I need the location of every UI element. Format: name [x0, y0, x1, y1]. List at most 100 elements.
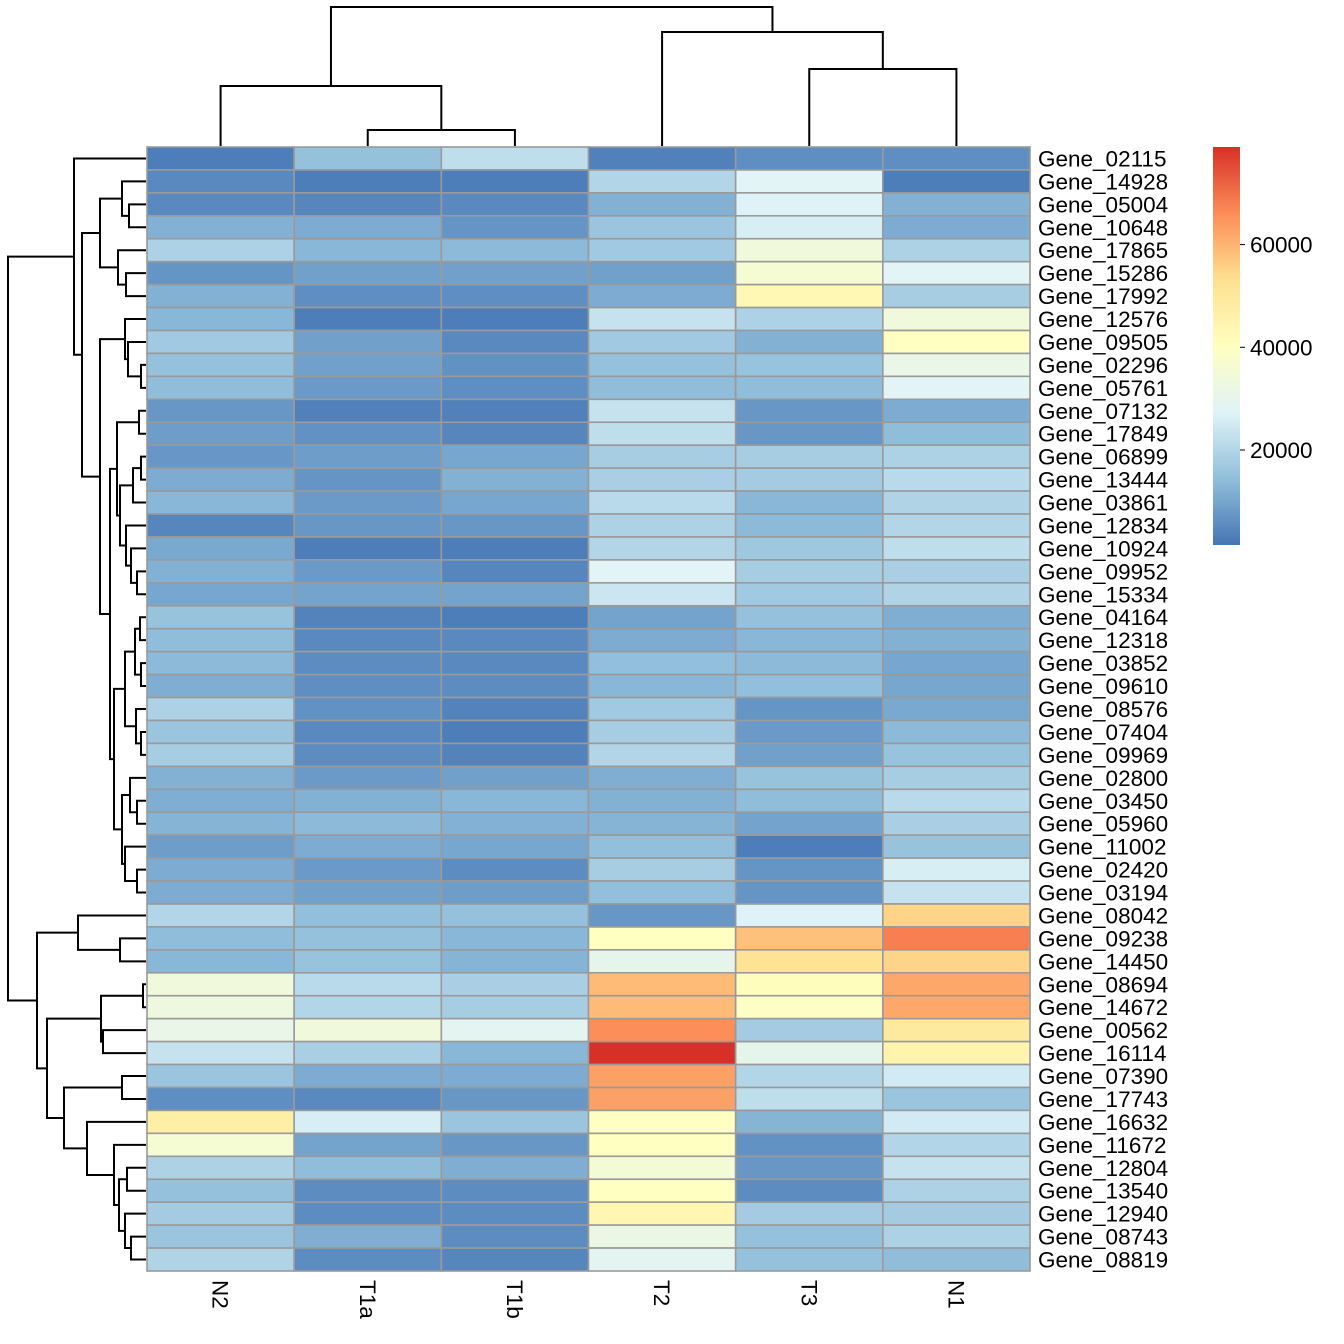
heatmap-cell — [440, 1155, 590, 1181]
heatmap-cell — [587, 627, 737, 653]
heatmap-cell — [734, 582, 884, 607]
heatmap-cell — [587, 604, 737, 630]
heatmap-cell — [293, 421, 443, 447]
heatmap-cell — [587, 283, 737, 309]
row-label: Gene_12834 — [1038, 513, 1168, 538]
heatmap-cell — [734, 811, 884, 836]
heatmap-cell — [440, 1109, 590, 1135]
heatmap-cell — [882, 1224, 1031, 1249]
heatmap-cell — [293, 788, 443, 814]
heatmap-cell — [146, 306, 295, 332]
heatmap-cell — [734, 1109, 884, 1135]
heatmap-cell — [440, 1224, 590, 1249]
heatmap-cell — [882, 857, 1031, 882]
heatmap-cell — [440, 398, 590, 424]
heatmap-cell — [146, 650, 295, 676]
heatmap-cell — [882, 467, 1031, 492]
heatmap-cell — [440, 1247, 590, 1272]
heatmap-cell — [882, 306, 1031, 332]
heatmap-cell — [882, 604, 1031, 630]
heatmap-cell — [293, 673, 443, 699]
column-label: T3 — [796, 1280, 821, 1306]
heatmap-cell — [882, 994, 1031, 1020]
heatmap-cell — [882, 811, 1031, 836]
heatmap-cell — [146, 1040, 295, 1066]
dendrogram-branch — [117, 249, 146, 286]
heatmap-cell — [882, 1247, 1031, 1272]
dendrogram-branch — [63, 1086, 122, 1150]
heatmap-cell — [293, 1017, 443, 1043]
dendrogram-branch — [136, 868, 146, 894]
heatmap-cell — [440, 673, 590, 699]
heatmap-cell — [587, 834, 737, 859]
heatmap-cell — [734, 971, 884, 997]
heatmap-cell — [293, 1132, 443, 1158]
heatmap-cell — [146, 765, 295, 791]
heatmap-cell — [882, 1132, 1031, 1158]
heatmap-cell — [440, 719, 590, 745]
heatmap-cell — [882, 742, 1031, 768]
heatmap-cell — [146, 283, 295, 309]
heatmap-cell — [734, 994, 884, 1020]
row-dendrogram — [7, 157, 146, 1261]
heatmap-cell — [440, 834, 590, 859]
dendrogram-branch — [138, 409, 146, 435]
heatmap-cell — [293, 926, 443, 951]
dendrogram-branch — [142, 983, 146, 1009]
dendrogram-branch — [136, 570, 146, 596]
heatmap-cell — [882, 834, 1031, 859]
heatmap-cell — [146, 559, 295, 584]
row-label: Gene_17849 — [1038, 422, 1168, 447]
heatmap-cell — [734, 1201, 884, 1226]
heatmap-cell — [882, 398, 1031, 424]
heatmap-cell — [882, 260, 1031, 286]
heatmap-cell — [587, 971, 737, 997]
row-label: Gene_11002 — [1038, 835, 1166, 860]
heatmap-cell — [882, 1063, 1031, 1089]
heatmap-cell — [440, 880, 590, 905]
heatmap-cell — [882, 903, 1031, 928]
heatmap-cell — [734, 444, 884, 469]
heatmap-cell — [734, 1040, 884, 1066]
row-label: Gene_12318 — [1038, 628, 1168, 653]
heatmap-cell — [293, 306, 443, 332]
heatmap-cell — [293, 444, 443, 469]
dendrogram-branch — [102, 1029, 146, 1055]
heatmap-cell — [146, 1155, 295, 1181]
row-label: Gene_08819 — [1038, 1248, 1168, 1273]
heatmap-cell — [146, 237, 295, 263]
heatmap-cell — [440, 926, 590, 951]
heatmap-cell — [146, 971, 295, 997]
heatmap-cell — [440, 811, 590, 836]
heatmap-cell — [734, 765, 884, 791]
heatmap-cell — [146, 1178, 295, 1203]
heatmap-cell — [293, 1201, 443, 1226]
heatmap-cell — [146, 146, 295, 171]
dendrogram-branch — [140, 455, 146, 481]
heatmap-cell — [882, 582, 1031, 607]
heatmap-cell — [293, 1155, 443, 1181]
heatmap-cell — [734, 650, 884, 676]
heatmap-cell — [440, 490, 590, 515]
heatmap-cell — [293, 352, 443, 378]
heatmap-cell — [734, 926, 884, 951]
heatmap-cell — [440, 696, 590, 722]
heatmap-cell — [587, 513, 737, 538]
dendrogram-branch — [100, 994, 143, 1043]
heatmap-cell — [146, 1132, 295, 1158]
dendrogram-branch — [124, 1212, 146, 1250]
heatmap-cell — [293, 559, 443, 584]
row-label: Gene_07132 — [1038, 399, 1168, 424]
row-label: Gene_17743 — [1038, 1087, 1168, 1112]
heatmap-cell — [734, 1224, 884, 1249]
heatmap-cell — [734, 215, 884, 240]
heatmap-cell — [734, 788, 884, 814]
row-label: Gene_07404 — [1038, 720, 1168, 745]
heatmap-cell — [146, 375, 295, 401]
row-label: Gene_02420 — [1038, 858, 1168, 883]
heatmap-cell — [440, 1040, 590, 1066]
heatmap-cell — [293, 765, 443, 791]
heatmap-cell — [293, 260, 443, 286]
heatmap-cell — [146, 536, 295, 561]
row-label: Gene_08042 — [1038, 903, 1168, 928]
